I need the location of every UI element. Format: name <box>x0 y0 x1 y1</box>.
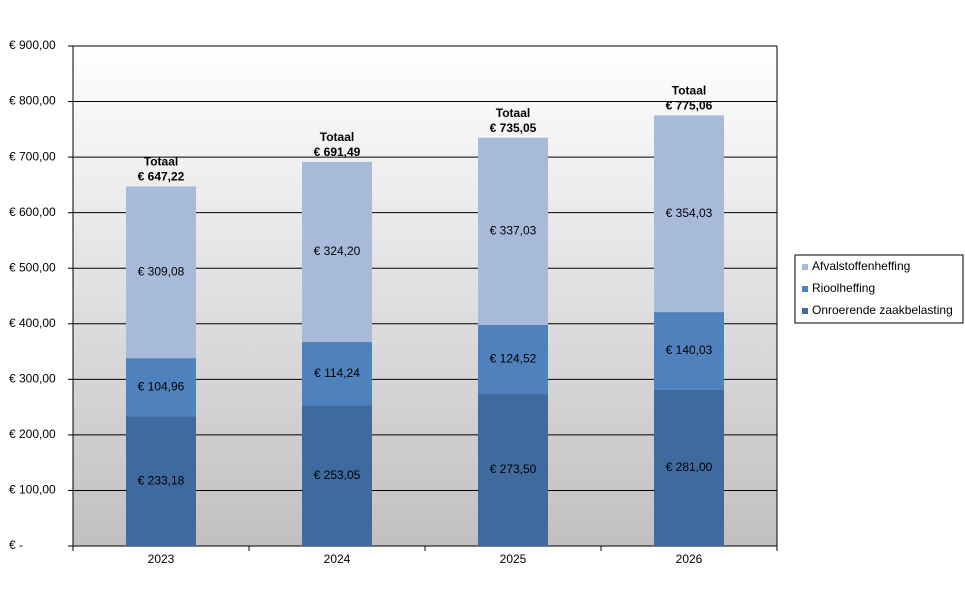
value-label: € 233,18 <box>138 473 185 487</box>
bar-segment <box>302 161 372 342</box>
bar-segment <box>478 324 548 395</box>
bar-segment <box>654 312 724 390</box>
total-label: € 735,05 <box>490 121 537 135</box>
x-tick-label: 2025 <box>500 552 527 566</box>
bar-segment <box>302 341 372 406</box>
total-title: Totaal <box>144 155 178 169</box>
legend-swatch <box>802 264 808 270</box>
value-label: € 281,00 <box>666 460 713 474</box>
bar-segment <box>302 405 372 546</box>
value-label: € 140,03 <box>666 343 713 357</box>
bar-segment <box>654 115 724 313</box>
y-tick-label: € 100,00 <box>9 483 56 497</box>
value-label: € 354,03 <box>666 206 713 220</box>
legend-swatch <box>802 286 808 292</box>
bar-segment <box>126 416 196 546</box>
bar-segment <box>478 137 548 325</box>
y-tick-label: € 600,00 <box>9 205 56 219</box>
x-tick-label: 2024 <box>324 552 351 566</box>
total-label: € 691,49 <box>314 145 361 159</box>
total-title: Totaal <box>320 130 354 144</box>
value-label: € 114,24 <box>314 366 360 380</box>
total-title: Totaal <box>672 84 706 98</box>
bar-segment <box>478 394 548 546</box>
value-label: € 337,03 <box>490 223 537 237</box>
y-tick-label: € 200,00 <box>9 427 56 441</box>
total-label: € 647,22 <box>138 170 185 184</box>
y-tick-label: € - <box>9 538 23 552</box>
legend-label: Onroerende zaakbelasting <box>812 303 953 317</box>
value-label: € 273,50 <box>490 462 537 476</box>
y-tick-label: € 300,00 <box>9 372 56 386</box>
y-tick-label: € 700,00 <box>9 149 56 163</box>
total-title: Totaal <box>496 106 530 120</box>
bar-segment <box>126 186 196 359</box>
value-label: € 124,52 <box>490 352 537 366</box>
value-label: € 309,08 <box>138 264 185 278</box>
y-tick-label: € 400,00 <box>9 316 56 330</box>
legend-swatch <box>802 308 808 314</box>
y-tick-label: € 800,00 <box>9 94 56 108</box>
value-label: € 324,20 <box>314 244 361 258</box>
x-tick-label: 2023 <box>148 552 175 566</box>
bar-segment <box>126 358 196 417</box>
y-tick-label: € 900,00 <box>9 38 56 52</box>
legend-box <box>794 254 964 324</box>
y-tick-label: € 500,00 <box>9 260 56 274</box>
bar-segment <box>654 389 724 546</box>
legend-label: Rioolheffing <box>812 281 875 295</box>
total-label: € 775,06 <box>666 99 713 113</box>
legend-label: Afvalstoffenheffing <box>812 259 910 273</box>
value-label: € 104,96 <box>138 379 185 393</box>
value-label: € 253,05 <box>314 468 361 482</box>
x-tick-label: 2026 <box>676 552 703 566</box>
